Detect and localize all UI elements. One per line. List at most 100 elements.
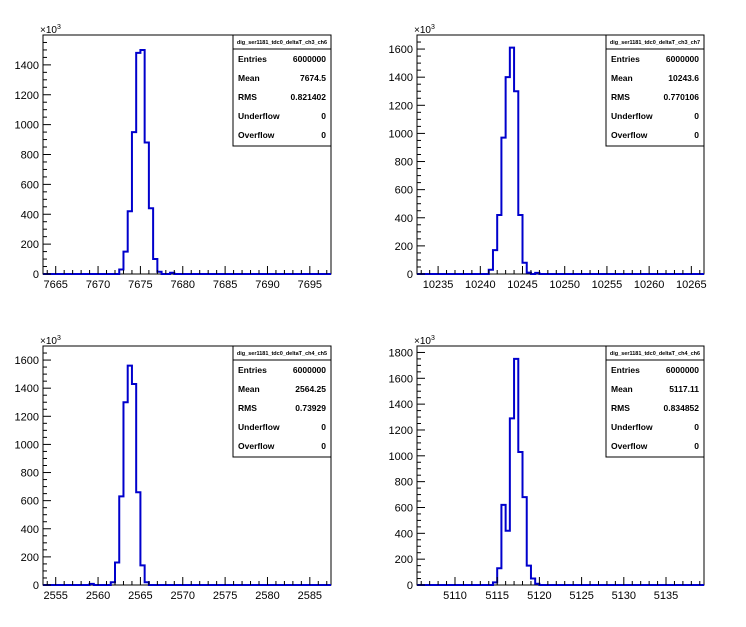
stats-box: dig_ser1181_tdc0_deltaT_ch3_ch7 Entries 60… xyxy=(605,34,705,147)
stats-title: dig_ser1181_tdc0_deltaT_ch4_ch5 xyxy=(237,351,327,357)
stats-label: Mean xyxy=(238,384,260,394)
x-tick-label: 7675 xyxy=(128,279,152,291)
stats-box: dig_ser1181_tdc0_deltaT_ch4_ch5 Entries 60… xyxy=(232,345,332,458)
stats-label: Mean xyxy=(238,73,260,83)
stats-label: Mean xyxy=(611,73,633,83)
stats-value: 10243.6 xyxy=(668,73,699,83)
y-tick-label: 400 xyxy=(395,528,413,540)
stats-value: 0 xyxy=(321,111,326,121)
stats-box-border xyxy=(605,34,705,147)
stats-label: RMS xyxy=(611,403,630,413)
stats-box: dig_ser1181_tdc0_deltaT_ch4_ch6 Entries 60… xyxy=(605,345,705,458)
y-multiplier: ×103 xyxy=(414,335,435,347)
stats-title: dig_ser1181_tdc0_deltaT_ch3_ch6 xyxy=(237,40,327,46)
stats-label: Overflow xyxy=(238,130,275,140)
y-tick-label: 1200 xyxy=(389,100,413,112)
histogram-line xyxy=(43,48,331,275)
y-tick-label: 0 xyxy=(407,269,413,281)
y-tick-label: 800 xyxy=(21,150,39,162)
y-tick-label: 1200 xyxy=(15,411,39,423)
stats-value: 6000000 xyxy=(666,54,699,64)
x-tick-label: 2575 xyxy=(213,590,237,602)
stats-value: 0 xyxy=(321,130,326,140)
x-tick-label: 10250 xyxy=(549,279,580,291)
y-tick-label: 1000 xyxy=(389,128,413,140)
x-tick-label: 10245 xyxy=(507,279,538,291)
x-tick-label: 2560 xyxy=(86,590,110,602)
chart-panel-4: 5110 5115 5120 5125 5130 5135 0 200 400 600 800 100… xyxy=(389,335,705,602)
chart-panel-1: 7665 7670 7675 7680 7685 7690 7695 0 200 400 600 80… xyxy=(15,24,332,291)
y-tick-label: 400 xyxy=(21,209,39,221)
y-tick-label: 200 xyxy=(21,239,39,251)
stats-label: RMS xyxy=(238,92,257,102)
y-tick-label: 1000 xyxy=(15,120,39,132)
stats-label: Entries xyxy=(238,365,267,375)
stats-label: Entries xyxy=(611,54,640,64)
y-tick-label: 800 xyxy=(21,468,39,480)
stats-value: 6000000 xyxy=(293,365,326,375)
y-tick-label: 600 xyxy=(395,185,413,197)
stats-value: 0 xyxy=(321,422,326,432)
x-tick-label: 5125 xyxy=(569,590,593,602)
x-tick-label: 2555 xyxy=(43,590,67,602)
y-tick-label: 200 xyxy=(395,241,413,253)
x-tick-label: 2565 xyxy=(128,590,152,602)
y-tick-label: 600 xyxy=(21,179,39,191)
y-tick-label: 1400 xyxy=(389,399,413,411)
y-tick-label: 800 xyxy=(395,157,413,169)
stats-value: 0.821402 xyxy=(291,92,327,102)
stats-label: Entries xyxy=(611,365,640,375)
y-multiplier-exponent: 3 xyxy=(57,24,61,31)
x-tick-label: 7690 xyxy=(255,279,279,291)
stats-value: 7674.5 xyxy=(300,73,326,83)
y-tick-label: 1400 xyxy=(15,60,39,72)
x-tick-label: 7695 xyxy=(298,279,322,291)
stats-value: 6000000 xyxy=(293,54,326,64)
stats-box-border xyxy=(605,345,705,458)
stats-label: Mean xyxy=(611,384,633,394)
stats-value: 0 xyxy=(694,111,699,121)
y-tick-label: 200 xyxy=(21,552,39,564)
stats-value: 0 xyxy=(694,130,699,140)
x-tick-label: 7665 xyxy=(43,279,67,291)
y-tick-label: 400 xyxy=(395,213,413,225)
stats-label: Underflow xyxy=(611,422,653,432)
x-tick-label: 5135 xyxy=(654,590,678,602)
y-tick-label: 0 xyxy=(407,580,413,592)
y-multiplier-base: ×10 xyxy=(40,336,57,347)
x-tick-label: 5120 xyxy=(527,590,551,602)
x-tick-label: 2570 xyxy=(171,590,195,602)
y-tick-label: 600 xyxy=(395,502,413,514)
stats-title: dig_ser1181_tdc0_deltaT_ch3_ch7 xyxy=(610,40,700,46)
x-tick-label: 10260 xyxy=(634,279,665,291)
stats-label: Underflow xyxy=(611,111,653,121)
y-multiplier: ×103 xyxy=(40,24,61,36)
stats-value: 0 xyxy=(694,422,699,432)
y-multiplier-base: ×10 xyxy=(414,336,431,347)
y-tick-label: 1000 xyxy=(15,439,39,451)
stats-label: RMS xyxy=(611,92,630,102)
y-tick-label: 1200 xyxy=(389,425,413,437)
x-tick-label: 2585 xyxy=(298,590,322,602)
stats-value: 0 xyxy=(321,441,326,451)
stats-value: 2564.25 xyxy=(295,384,326,394)
y-tick-label: 1600 xyxy=(389,44,413,56)
x-tick-label: 10255 xyxy=(592,279,623,291)
y-tick-label: 1200 xyxy=(15,90,39,102)
y-tick-label: 1600 xyxy=(389,373,413,385)
y-tick-label: 600 xyxy=(21,496,39,508)
stats-label: Underflow xyxy=(238,422,280,432)
y-tick-label: 0 xyxy=(33,580,39,592)
stats-value: 0.834852 xyxy=(664,403,700,413)
y-multiplier: ×103 xyxy=(414,24,435,36)
y-tick-label: 1600 xyxy=(15,355,39,367)
x-tick-label: 10265 xyxy=(676,279,707,291)
x-tick-label: 7670 xyxy=(86,279,110,291)
y-tick-label: 400 xyxy=(21,524,39,536)
y-multiplier-base: ×10 xyxy=(40,25,57,36)
y-multiplier-exponent: 3 xyxy=(431,24,435,31)
y-tick-label: 200 xyxy=(395,554,413,566)
stats-value: 5117.11 xyxy=(669,384,699,394)
